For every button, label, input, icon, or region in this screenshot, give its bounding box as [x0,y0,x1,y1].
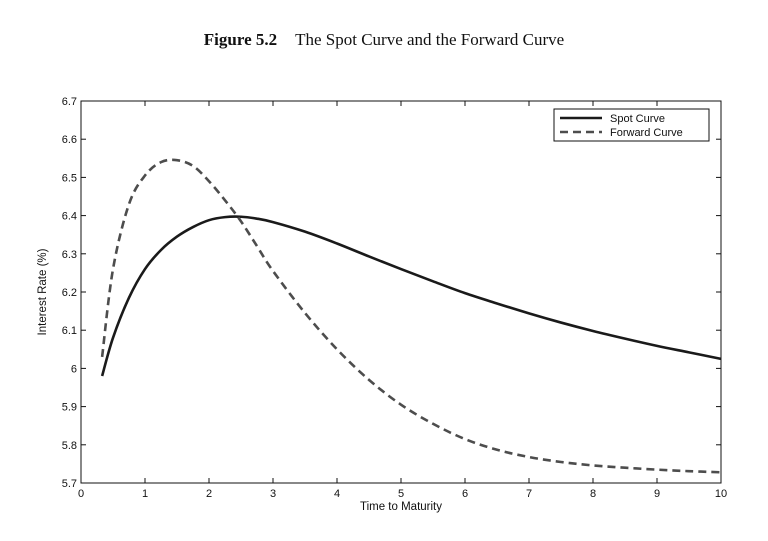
y-tick-label: 5.8 [62,440,77,452]
x-axis-label: Time to Maturity [360,501,442,513]
plot-frame [80,100,722,484]
series-layer [100,158,722,474]
x-axis-ticks: 0 1 2 3 4 5 6 7 8 9 10 [78,101,727,500]
x-tick-label: 8 [590,488,596,500]
y-tick-label: 6.6 [62,134,77,146]
y-tick-label: 6.4 [62,211,77,223]
y-tick-label: 6 [71,363,77,375]
legend-label: Spot Curve [610,113,665,125]
y-tick-label: 6.7 [62,96,77,108]
x-tick-label: 10 [715,488,727,500]
series-line-forward-curve [100,158,722,474]
figure-caption: Figure 5.2 The Spot Curve and the Forwar… [0,30,768,50]
x-tick-label: 4 [334,488,340,500]
y-tick-label: 5.9 [62,402,77,414]
x-tick-label: 2 [206,488,212,500]
figure-title: The Spot Curve and the Forward Curve [295,30,565,49]
y-tick-label: 6.2 [62,287,77,299]
series-line-spot-curve [100,215,722,377]
x-tick-label: 7 [526,488,532,500]
y-axis-ticks: 5.7 5.8 5.9 6 6.1 6.2 6.3 6.4 6.5 6.6 6.7 [62,96,721,490]
x-tick-label: 6 [462,488,468,500]
figure-label: Figure 5.2 [203,30,278,49]
legend-box [553,108,710,142]
legend: Spot Curve Forward Curve [553,108,710,142]
y-tick-label: 6.5 [62,172,77,184]
y-tick-label: 5.7 [62,478,77,490]
y-tick-label: 6.3 [62,249,77,261]
x-tick-label: 5 [398,488,404,500]
x-tick-label: 3 [270,488,276,500]
x-tick-label: 1 [142,488,148,500]
x-tick-label: 0 [78,488,84,500]
y-axis-label: Interest Rate (%) [37,248,49,335]
y-tick-label: 6.1 [62,325,77,337]
legend-label: Forward Curve [610,127,683,139]
x-tick-label: 9 [654,488,660,500]
